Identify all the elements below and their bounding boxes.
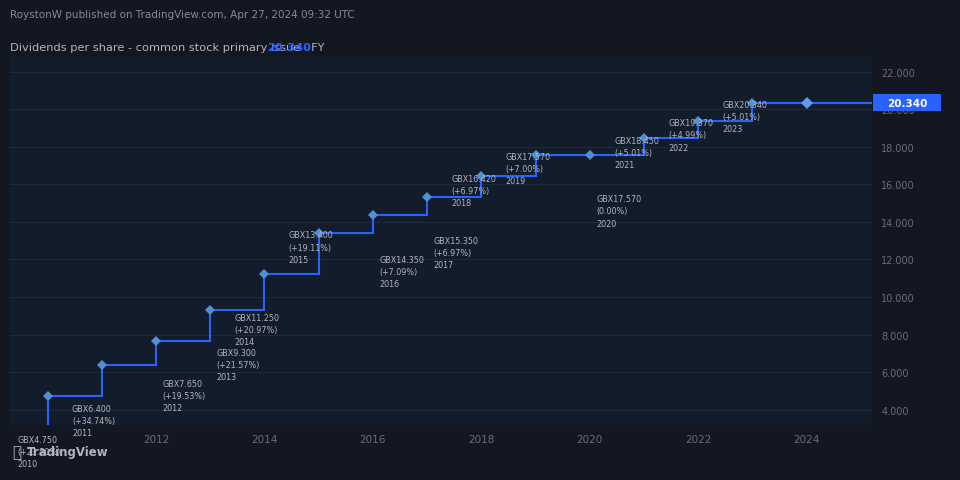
Text: GBX6.400
(+34.74%)
2011: GBX6.400 (+34.74%) 2011 — [72, 404, 115, 437]
FancyBboxPatch shape — [874, 95, 941, 112]
Text: GBX7.650
(+19.53%)
2012: GBX7.650 (+19.53%) 2012 — [162, 379, 205, 412]
Text: GBX13.400
(+19.11%)
2015: GBX13.400 (+19.11%) 2015 — [289, 231, 333, 264]
Text: GBX20.340
(+5.01%)
2023: GBX20.340 (+5.01%) 2023 — [723, 101, 767, 134]
Text: ⧖: ⧖ — [12, 444, 22, 459]
Text: 20.340: 20.340 — [267, 43, 311, 53]
Text: 20.340: 20.340 — [887, 99, 928, 108]
Text: GBX15.350
(+6.97%)
2017: GBX15.350 (+6.97%) 2017 — [434, 237, 479, 270]
Text: GBX17.570
(+7.00%)
2019: GBX17.570 (+7.00%) 2019 — [506, 153, 551, 186]
Text: GBX4.750
(+23.70%)
2010: GBX4.750 (+23.70%) 2010 — [17, 435, 61, 468]
Text: GBX18.450
(+5.01%)
2021: GBX18.450 (+5.01%) 2021 — [614, 136, 659, 169]
Text: GBX9.300
(+21.57%)
2013: GBX9.300 (+21.57%) 2013 — [217, 348, 260, 381]
Text: GBX16.420
(+6.97%)
2018: GBX16.420 (+6.97%) 2018 — [451, 174, 496, 207]
Text: Dividends per share - common stock primary issue · FY: Dividends per share - common stock prima… — [10, 43, 331, 53]
Text: GBX19.370
(+4.99%)
2022: GBX19.370 (+4.99%) 2022 — [668, 119, 713, 152]
Text: RoystonW published on TradingView.com, Apr 27, 2024 09:32 UTC: RoystonW published on TradingView.com, A… — [10, 10, 354, 20]
Text: GBX17.570
(0.00%)
2020: GBX17.570 (0.00%) 2020 — [596, 195, 641, 228]
Text: GBX11.250
(+20.97%)
2014: GBX11.250 (+20.97%) 2014 — [234, 313, 279, 347]
Text: TradingView: TradingView — [27, 445, 108, 458]
Text: GBX14.350
(+7.09%)
2016: GBX14.350 (+7.09%) 2016 — [379, 255, 424, 288]
